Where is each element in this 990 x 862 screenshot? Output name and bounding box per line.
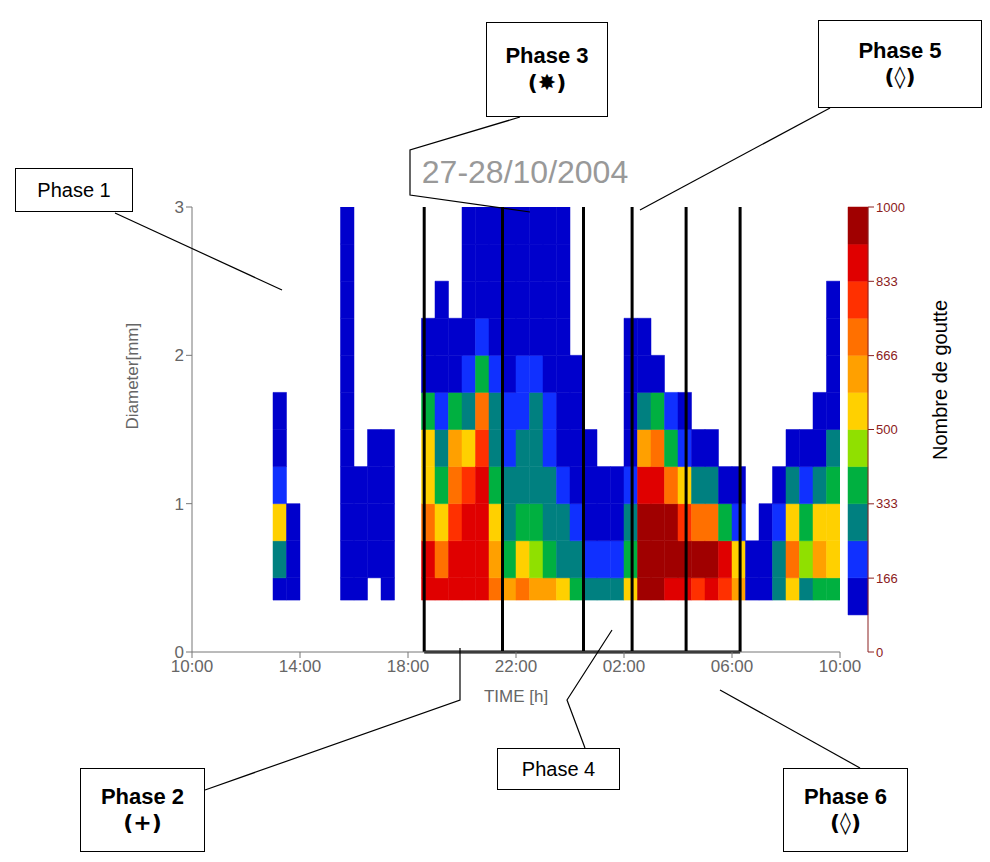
html-text:Phase 3: Phase 3 — [505, 43, 589, 69]
svg-text:1000: 1000 — [876, 200, 905, 215]
html-text:Phase 5: Phase 5 — [858, 37, 942, 63]
svg-text:22:00: 22:00 — [495, 657, 538, 676]
svg-text:500: 500 — [876, 422, 898, 437]
svg-text:14:00: 14:00 — [279, 657, 322, 676]
svg-text:166: 166 — [876, 571, 898, 586]
svg-text:TIME [h]: TIME [h] — [484, 687, 548, 706]
svg-text:10:00: 10:00 — [170, 657, 214, 677]
svg-text:Diameter[mm]: Diameter[mm] — [123, 323, 142, 430]
svg-text:06:00: 06:00 — [711, 657, 754, 676]
svg-text:0: 0 — [175, 643, 184, 662]
svg-text:666: 666 — [876, 348, 898, 363]
html-text:Phase 6: Phase 6 — [803, 783, 888, 809]
svg-text:333: 333 — [876, 496, 898, 511]
html-text:Phase 1: Phase 1 — [37, 179, 111, 201]
svg-text:1: 1 — [175, 495, 184, 514]
svg-text:Nombre de goutte: Nombre de goutte — [929, 300, 951, 460]
svg-text:3: 3 — [175, 198, 184, 217]
svg-text:833: 833 — [876, 274, 898, 289]
html-text:Phase 2: Phase 2 — [100, 783, 185, 809]
html-text:Phase 4: Phase 4 — [521, 758, 596, 780]
svg-text:02:00: 02:00 — [603, 657, 646, 676]
svg-text:18:00: 18:00 — [387, 657, 430, 676]
svg-text:2: 2 — [175, 346, 184, 365]
html-text:27-28/10/2004: 27-28/10/2004 — [421, 154, 629, 190]
svg-text:0: 0 — [876, 645, 883, 660]
svg-text:10:00: 10:00 — [819, 657, 862, 676]
